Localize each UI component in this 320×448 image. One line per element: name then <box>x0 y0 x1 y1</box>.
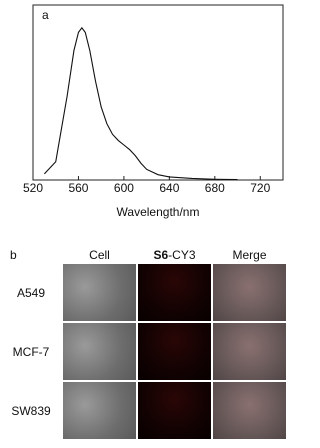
x-axis-label: Wavelength/nm <box>117 205 200 219</box>
micrograph <box>62 322 137 381</box>
x-tick-label: 520 <box>23 181 43 195</box>
row-label: MCF-7 <box>12 344 50 359</box>
micrograph <box>212 322 287 381</box>
panel-label: a <box>42 8 49 22</box>
column-header: S6-CY3 <box>137 248 212 262</box>
micrograph <box>137 322 212 381</box>
column-header-text: -CY3 <box>168 248 196 262</box>
column-header-bold: S6 <box>153 248 169 262</box>
micrograph <box>62 263 137 322</box>
micrograph <box>212 381 287 440</box>
micrograph <box>137 263 212 322</box>
column-header: Merge <box>212 248 287 262</box>
x-tick-label: 560 <box>68 181 88 195</box>
column-header-text: Merge <box>232 248 267 262</box>
panel-label: b <box>10 248 17 262</box>
figure: a Wavelength/nm 520 560 600 640 680 720 b Cel… <box>10 4 287 440</box>
micrograph <box>62 381 137 440</box>
x-tick-label: 720 <box>250 181 270 195</box>
micrograph <box>137 381 212 440</box>
spectrum-line <box>43 26 238 181</box>
x-tick-label: 600 <box>114 181 134 195</box>
micrograph <box>212 263 287 322</box>
spectrum-chart: a Wavelength/nm 520 560 600 640 680 720 <box>23 4 284 219</box>
row-label: A549 <box>16 285 46 300</box>
column-header-text: Cell <box>89 248 110 262</box>
row-label: SW839 <box>11 403 51 418</box>
x-tick-label: 640 <box>159 181 179 195</box>
plot-frame <box>32 4 284 181</box>
column-header: Cell <box>62 248 137 262</box>
x-tick-label: 680 <box>205 181 225 195</box>
